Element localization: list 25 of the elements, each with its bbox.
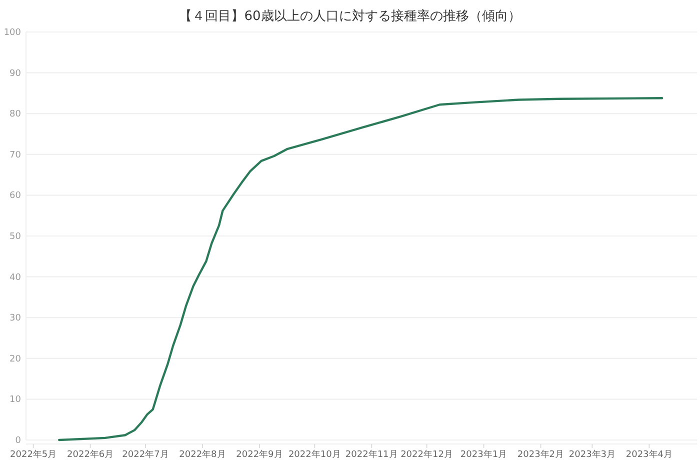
y-tick-label: 10 — [10, 395, 22, 406]
chart-title: 【４回目】60歳以上の人口に対する接種率の推移（傾向） — [179, 8, 521, 24]
y-tick-label: 90 — [10, 68, 22, 79]
y-tick-label: 80 — [10, 110, 22, 120]
x-tick-label: 2022年6月 — [67, 449, 114, 460]
x-tick-label: 2023年3月 — [568, 449, 616, 460]
y-tick-label: 40 — [10, 272, 22, 283]
y-tick-label: 30 — [10, 314, 22, 324]
line-series — [58, 97, 664, 442]
x-tick-label: 2023年1月 — [460, 449, 508, 460]
x-tick-label: 2022年10月 — [288, 449, 341, 460]
y-tick-label: 20 — [10, 354, 22, 364]
x-tick-label: 2023年4月 — [626, 449, 673, 460]
x-tick-label: 2022年8月 — [179, 449, 226, 460]
x-tick-label: 2023年2月 — [517, 449, 564, 460]
x-tick-label: 2022年9月 — [236, 449, 283, 460]
x-tick-label: 2022年11月 — [345, 449, 398, 460]
y-tick-label: 100 — [4, 28, 22, 38]
x-tick-label: 2022年7月 — [122, 449, 169, 460]
x-tick-label: 2022年5月 — [10, 449, 57, 460]
x-tick-label: 2022年12月 — [400, 449, 453, 460]
y-tick-label: 50 — [10, 232, 22, 242]
y-tick-label: 0 — [15, 436, 22, 446]
y-tick-label: 70 — [10, 150, 22, 160]
y-tick-label: 60 — [10, 191, 22, 202]
